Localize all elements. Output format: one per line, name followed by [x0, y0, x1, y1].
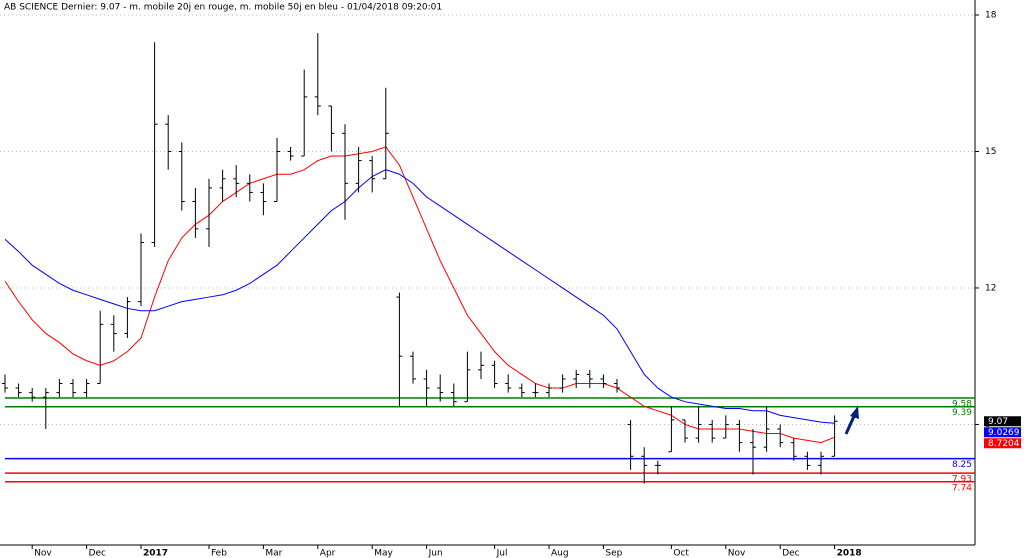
ohlc-bar [450, 383, 457, 407]
ohlc-bar [83, 378, 90, 398]
ohlc-bar [151, 42, 158, 248]
ohlc-bar [654, 460, 661, 475]
chart-title: AB SCIENCE Dernier: 9.07 - m. mobile 20j… [4, 3, 442, 13]
ohlc-bar [2, 374, 8, 393]
x-tick-label: Nov [34, 549, 52, 558]
ohlc-bar [369, 156, 376, 193]
price-marker [984, 438, 1021, 449]
ohlc-bar [573, 369, 580, 389]
x-tick-label: Jul [496, 549, 508, 558]
ohlc-bar [70, 378, 76, 398]
level-label: 8.25 [952, 460, 972, 470]
ohlc-bar [790, 438, 797, 461]
price-marker-label: 9.07 [988, 417, 1008, 427]
ohlc-bar [396, 292, 403, 407]
x-tick-label: Feb [211, 549, 227, 558]
ohlc-bar [206, 178, 212, 248]
ohlc-bar [804, 451, 811, 470]
ohlc-bar [56, 378, 63, 398]
ohlc-bar [178, 142, 185, 211]
ohlc-bar [355, 146, 362, 193]
ohlc-bar [42, 388, 49, 429]
x-tick-label: Dec [89, 549, 106, 558]
ohlc-bar [722, 415, 729, 439]
ohlc-bar [695, 406, 702, 443]
ohlc-bar [777, 424, 784, 448]
ohlc-bar [219, 169, 226, 202]
ohlc-bar [260, 183, 267, 216]
ohlc-bar [246, 174, 253, 202]
ohlc-bar [505, 374, 512, 393]
x-tick-label: May [374, 549, 393, 558]
ohlc-bar [614, 378, 620, 393]
ohlc-bar [423, 369, 430, 407]
ohlc-bar [478, 351, 484, 379]
ohlc-bar [668, 406, 675, 453]
level-label: 7.93 [952, 475, 972, 485]
y-tick-label: 18 [985, 11, 997, 21]
x-tick-label: 2017 [143, 549, 168, 558]
ohlc-bar [410, 351, 416, 384]
ohlc-bar [464, 351, 471, 403]
ohlc-bar [328, 105, 335, 152]
level-label: 7.74 [952, 483, 972, 493]
price-marker-label: 9.0269 [988, 428, 1020, 438]
ohlc-bar [600, 374, 607, 389]
ohlc-bar [138, 233, 144, 307]
x-tick-label: Nov [728, 549, 746, 558]
ohlc-bar [165, 115, 172, 170]
ohlc-bar [532, 383, 539, 398]
ohlc-bar [233, 165, 240, 197]
ohlc-bar [29, 388, 36, 402]
ohlc-bar [192, 187, 199, 238]
price-marker-label: 8.7204 [988, 439, 1020, 449]
moving-average [4, 169, 835, 424]
ohlc-bar [382, 87, 389, 180]
ohlc-bar [709, 419, 716, 443]
ohlc-bar [586, 369, 593, 389]
price-marker [984, 416, 1021, 427]
ohlc-bar [124, 297, 131, 339]
ohlc-bar [682, 419, 688, 443]
y-tick-label: 12 [985, 283, 996, 293]
ohlc-bar [736, 419, 743, 452]
level-label: 9.39 [952, 408, 972, 418]
ohlc-bar [15, 383, 22, 398]
x-tick-label: Dec [782, 549, 799, 558]
arrow [844, 406, 859, 435]
x-tick-label: Apr [320, 549, 336, 558]
ohlc-bar [314, 33, 321, 116]
y-tick-label: 15 [985, 147, 996, 157]
x-tick-label: 2018 [837, 549, 862, 558]
ohlc-bar [518, 383, 525, 398]
x-tick-label: Sep [605, 549, 622, 558]
x-tick-label: Jun [428, 549, 443, 558]
ohlc-bar [763, 406, 770, 452]
ohlc-bar [831, 415, 838, 457]
price-marker [984, 427, 1021, 438]
ohlc-bar [627, 419, 634, 470]
level-label: 9.58 [952, 400, 972, 410]
moving-average [4, 146, 835, 444]
ohlc-bar [641, 447, 648, 484]
ohlc-bar [274, 137, 280, 203]
x-tick-label: Oct [673, 549, 689, 558]
ohlc-bar [301, 69, 308, 157]
ohlc-bar [491, 360, 498, 389]
ohlc-bar [342, 124, 348, 220]
ohlc-bar [437, 374, 444, 402]
ohlc-bar [287, 146, 294, 161]
ohlc-bar [559, 374, 566, 393]
x-tick-label: Mar [265, 549, 282, 558]
ohlc-bar [750, 428, 756, 475]
x-tick-label: Aug [551, 549, 569, 558]
ohlc-bar [110, 315, 117, 352]
ohlc-bar [818, 451, 824, 475]
ohlc-bar [546, 383, 552, 398]
ohlc-bar [97, 310, 104, 385]
